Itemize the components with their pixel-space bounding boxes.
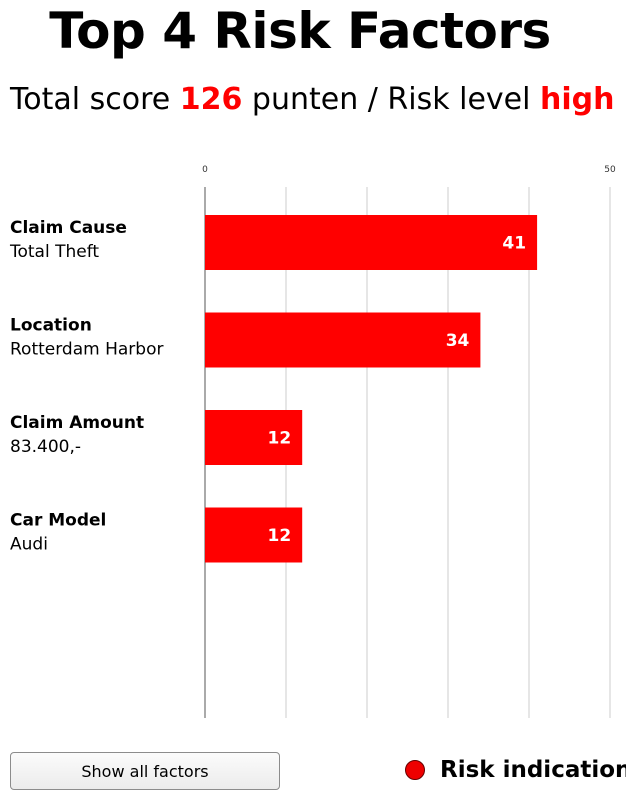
legend: Risk indication [405,757,626,783]
bar [205,312,481,368]
bar-value-label: 12 [268,526,292,546]
bar [205,215,538,270]
x-tick-label: 0 [202,165,208,175]
x-tick-label: 50 [604,165,616,175]
summary-middle: punten / Risk level [242,82,540,117]
legend-label: Risk indication [440,757,626,783]
show-all-factors-button[interactable]: Show all factors [10,752,280,790]
summary-prefix: Total score [10,82,180,117]
category-label: Location [10,316,92,336]
score-summary: Total score 126 punten / Risk level high [10,78,614,122]
risk-factors-bar-chart: 0 50 41 Claim Cause Total Theft 34 Location Rot… [9,165,616,718]
bar-value-label: 41 [502,234,526,254]
bar-value-label: 12 [268,429,292,449]
risk-indication-dot-icon [405,760,425,780]
category-label: Claim Amount [10,413,144,433]
category-label: Claim Cause [10,218,127,238]
risk-level-value: high [540,82,615,117]
total-score-value: 126 [179,82,243,117]
category-label: Car Model [10,511,106,531]
category-detail-label: Audi [10,535,48,555]
bar [205,410,303,465]
category-detail-label: Rotterdam Harbor [10,340,163,360]
bar-value-label: 34 [446,331,470,351]
chart-title: Top 4 Risk Factors [49,2,551,60]
category-detail-label: 83.400,- [10,437,81,457]
bar [205,507,303,563]
category-detail-label: Total Theft [9,242,99,262]
